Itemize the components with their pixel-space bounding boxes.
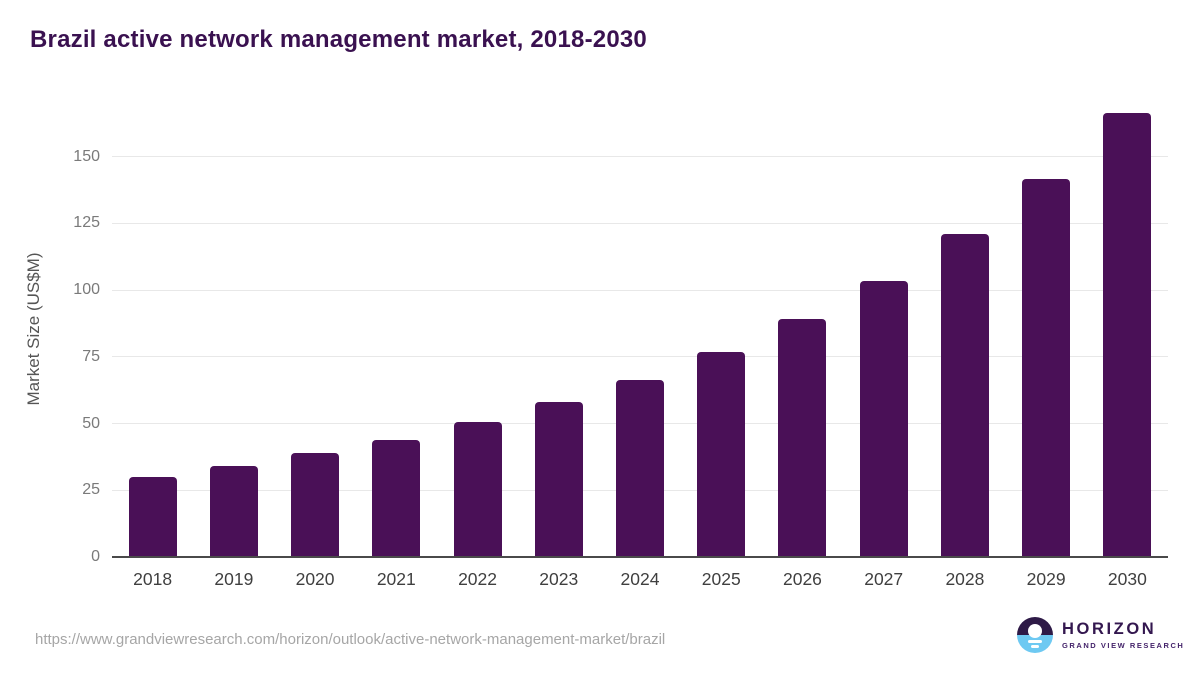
y-tick-label: 75	[82, 347, 100, 365]
y-tick-label: 0	[91, 548, 100, 565]
x-tick-label: 2019	[214, 569, 254, 589]
horizon-logo: HORIZON GRAND VIEW RESEARCH	[1017, 617, 1184, 653]
x-tick-label: 2024	[620, 569, 660, 589]
x-tick-label: 2026	[782, 569, 822, 589]
bar-2025	[697, 351, 746, 557]
gridline	[112, 156, 1168, 158]
horizon-logo-icon	[1017, 617, 1053, 653]
bar-2024	[616, 379, 664, 557]
logo-subtitle-text: GRAND VIEW RESEARCH	[1062, 640, 1185, 650]
logo-brand-text: HORIZON	[1062, 620, 1157, 638]
gridline	[112, 222, 1168, 224]
y-tick-label: 150	[73, 147, 100, 165]
bar-2020	[291, 452, 340, 557]
x-tick-label: 2023	[539, 569, 579, 589]
gridline	[112, 289, 1168, 291]
bar-2019	[209, 466, 258, 557]
x-tick-label: 2025	[701, 569, 741, 589]
x-tick-label: 2030	[1107, 569, 1147, 589]
bar-2023	[534, 402, 583, 557]
x-tick-label: 2020	[295, 569, 335, 589]
bar-2027	[859, 280, 908, 557]
logo-text-block: HORIZON GRAND VIEW RESEARCH	[1062, 621, 1184, 649]
chart-title: Brazil active network management market,…	[30, 26, 647, 53]
x-tick-label: 2028	[945, 569, 985, 589]
x-tick-label: 2029	[1026, 569, 1066, 589]
logo-ripple-line	[1028, 640, 1042, 643]
bar-2018	[128, 476, 177, 557]
bar-2022	[453, 422, 502, 557]
y-tick-label: 100	[73, 281, 100, 299]
bar-2021	[372, 439, 421, 557]
x-tick-label: 2021	[376, 569, 416, 589]
y-tick-label: 50	[82, 414, 100, 432]
x-axis-line	[112, 556, 1168, 558]
logo-sun-circle	[1028, 624, 1042, 638]
bar-2029	[1022, 179, 1071, 557]
y-tick-label: 125	[73, 214, 100, 232]
logo-circle-bottom-half	[1017, 635, 1053, 653]
logo-ripple-line	[1031, 645, 1039, 648]
bar-2028	[940, 234, 989, 557]
plot-area: 0 25 50 75 100 125 150 2018 2019 2020 2021 2022 2023…	[73, 100, 1168, 589]
bar-2030	[1103, 112, 1152, 557]
x-tick-label: 2022	[458, 569, 497, 589]
gridline	[112, 356, 1168, 358]
source-url: https://www.grandviewresearch.com/horizo…	[35, 631, 666, 648]
y-tick-label: 25	[82, 481, 100, 499]
x-tick-label: 2027	[864, 569, 904, 589]
bar-2026	[778, 319, 827, 557]
x-tick-label: 2018	[133, 569, 173, 589]
